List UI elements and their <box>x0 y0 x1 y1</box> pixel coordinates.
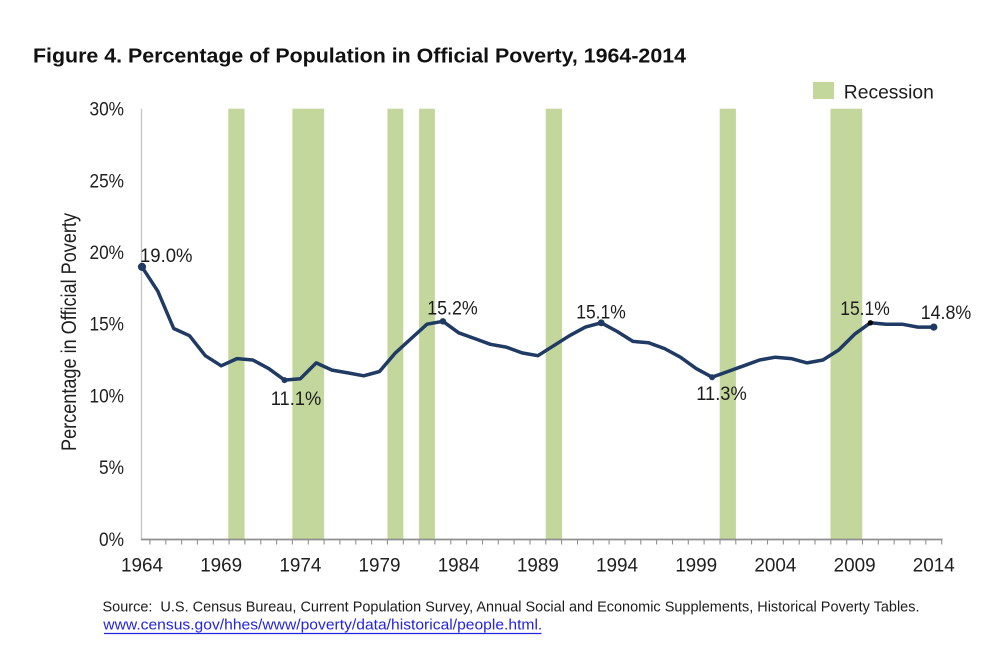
svg-text:Source: U.S. Census Bureau, C: Source: U.S. Census Bureau, Current Popu… <box>103 599 920 616</box>
svg-text:Percentage in Official Poverty: Percentage in Official Poverty <box>57 213 81 451</box>
svg-text:25%: 25% <box>90 171 125 192</box>
svg-text:5%: 5% <box>99 458 124 479</box>
svg-text:1994: 1994 <box>596 556 638 577</box>
svg-text:30%: 30% <box>90 100 125 121</box>
svg-text:1984: 1984 <box>438 556 480 577</box>
svg-text:0%: 0% <box>99 530 124 551</box>
svg-text:11.1%: 11.1% <box>271 389 322 410</box>
svg-text:15.1%: 15.1% <box>840 299 890 320</box>
svg-text:1999: 1999 <box>675 556 717 577</box>
svg-text:14.8%: 14.8% <box>921 303 972 324</box>
svg-text:15.1%: 15.1% <box>576 303 626 324</box>
svg-text:1964: 1964 <box>121 556 163 577</box>
svg-text:15%: 15% <box>90 315 125 336</box>
svg-text:2004: 2004 <box>754 556 796 577</box>
svg-text:Figure 4. Percentage of Popula: Figure 4. Percentage of Population in Of… <box>33 46 687 68</box>
svg-text:www.census.gov/hhes/www/povert: www.census.gov/hhes/www/poverty/data/his… <box>102 617 542 634</box>
svg-text:15.2%: 15.2% <box>427 299 478 320</box>
svg-text:20%: 20% <box>90 243 125 264</box>
svg-text:2009: 2009 <box>834 556 876 577</box>
svg-text:1974: 1974 <box>279 556 321 577</box>
svg-text:11.3%: 11.3% <box>696 384 747 405</box>
svg-text:1979: 1979 <box>359 556 401 577</box>
svg-text:10%: 10% <box>90 386 125 407</box>
svg-text:1989: 1989 <box>517 556 559 577</box>
svg-text:1969: 1969 <box>200 556 242 577</box>
svg-text:19.0%: 19.0% <box>140 246 193 267</box>
svg-text:2014: 2014 <box>913 556 955 577</box>
svg-text:Recession: Recession <box>844 81 934 103</box>
